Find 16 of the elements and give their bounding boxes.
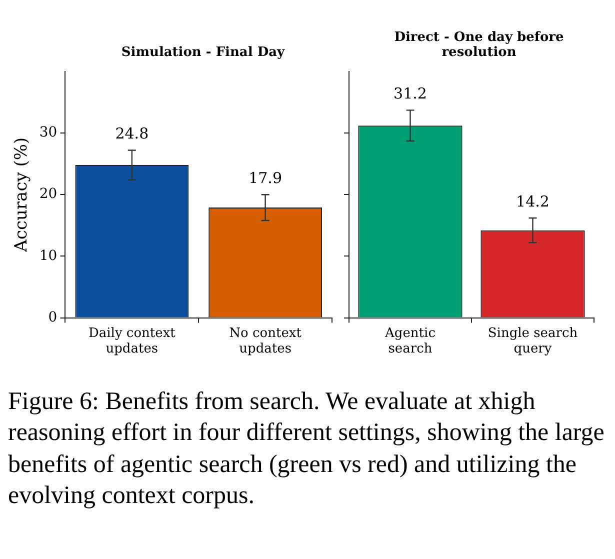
data-label: 14.2: [516, 192, 550, 210]
data-label: 17.9: [248, 168, 282, 187]
x-tick-label: Daily context updates: [88, 326, 176, 357]
chart-title: Simulation - Final Day: [121, 45, 285, 60]
y-axis-title: Accuracy (%): [12, 137, 32, 253]
x-tick-label: No context updates: [229, 326, 302, 357]
data-label: 24.8: [115, 124, 149, 143]
x-tick-label: Agentic search: [384, 326, 436, 357]
caption: Figure 6: Benefits from search. We evaluate at xhigh reasoning effort in four different settings, showing the large benefits of agentic search (green vs red) and utilizing the evolving context corpus.: [8, 387, 606, 511]
y-tick-label: 0: [48, 309, 58, 326]
y-tick-label: 20: [39, 186, 58, 202]
y-tick-label: 30: [39, 124, 58, 141]
y-tick-label: 10: [39, 248, 58, 264]
x-tick-label: Single search query: [488, 326, 578, 357]
data-label: 31.2: [394, 84, 427, 103]
chart-title: Direct - One day before resolution: [393, 30, 565, 60]
